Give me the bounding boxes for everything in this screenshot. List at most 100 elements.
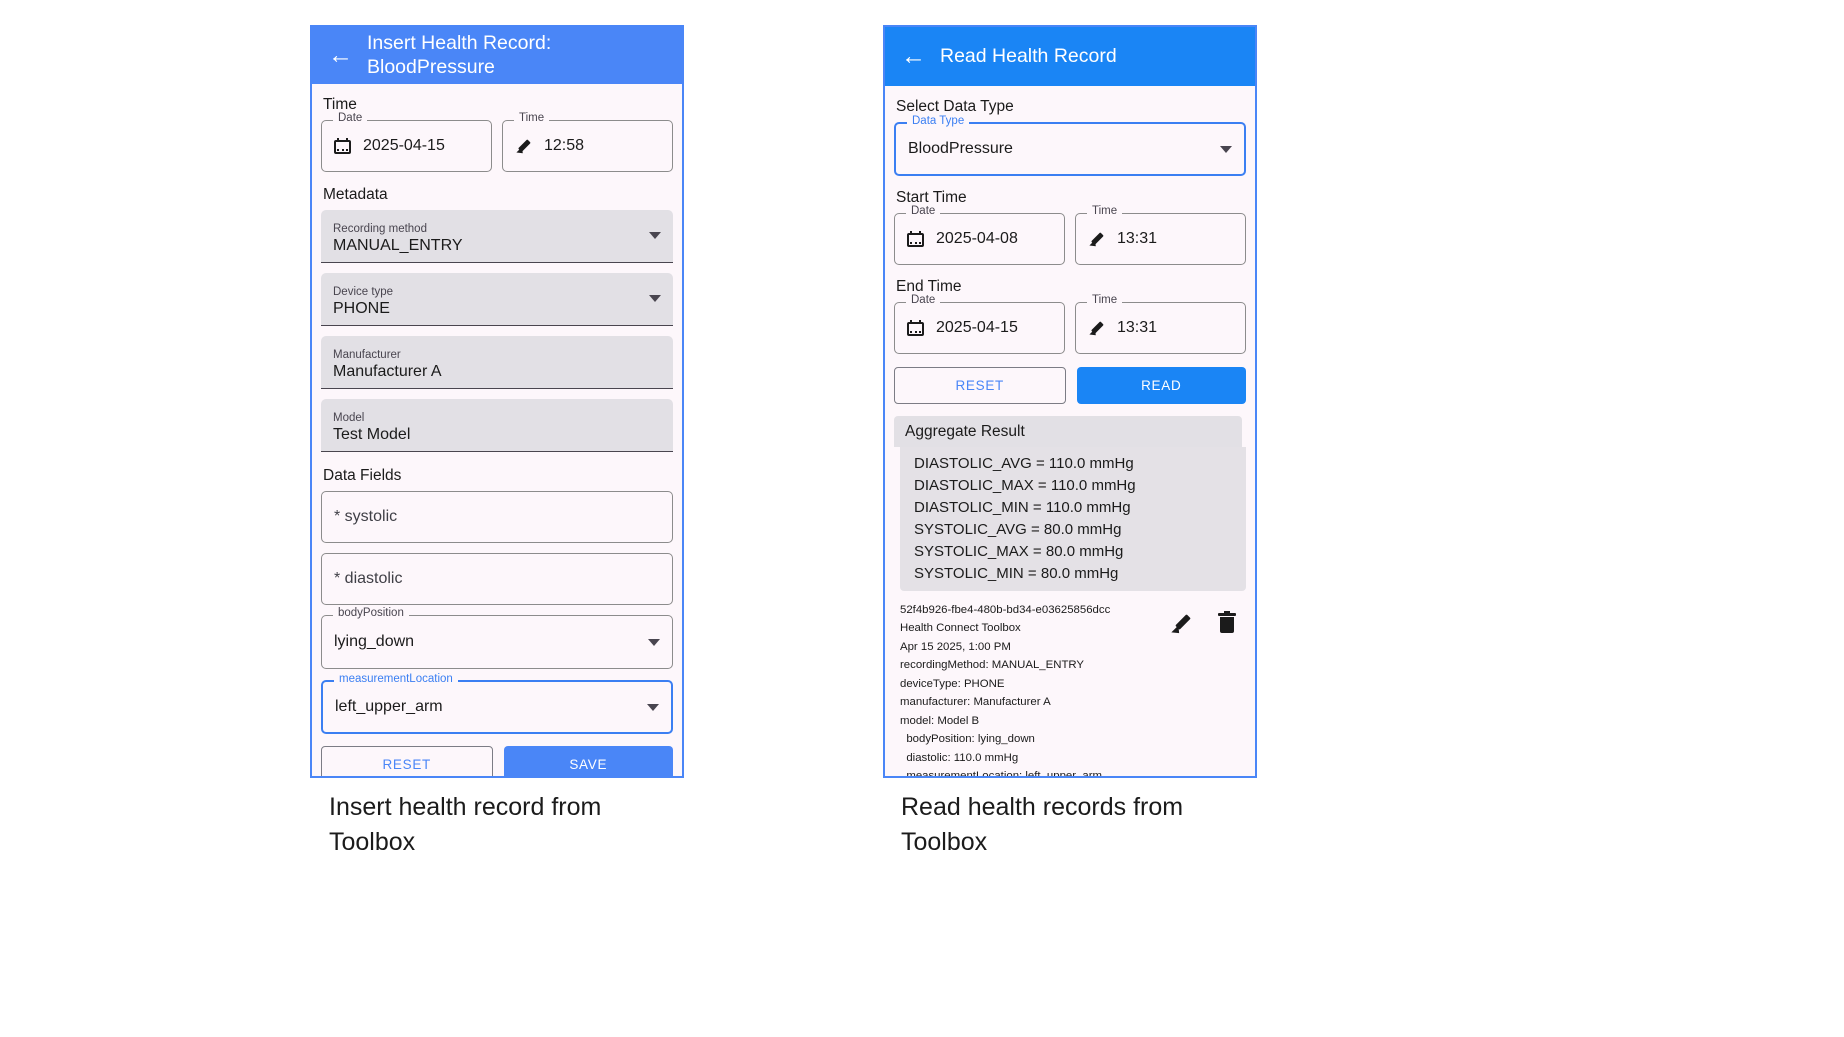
- read-caption: Read health records from Toolbox: [901, 793, 1184, 856]
- read-button[interactable]: READ: [1076, 367, 1246, 404]
- recording-method-value: MANUAL_ENTRY: [333, 237, 463, 255]
- list-item: DIASTOLIC_MAX = 110.0 mmHg: [914, 476, 1136, 494]
- data-fields-section-label: Data Fields: [323, 467, 402, 484]
- chevron-down-icon: [648, 638, 660, 646]
- manufacturer-label: Manufacturer: [333, 348, 401, 361]
- device-type-label: Device type: [333, 285, 394, 298]
- end-date-field[interactable]: Date 2025-04-15: [894, 294, 1065, 354]
- insert-time-legend: Time: [514, 112, 550, 125]
- model-label: Model: [333, 411, 365, 424]
- read-screen-title: Read Health Record: [940, 44, 1117, 67]
- list-item: DIASTOLIC_MIN = 110.0 mmHg: [914, 498, 1131, 516]
- reset-button[interactable]: RESET: [321, 746, 493, 776]
- start-time-field[interactable]: Time 13:31: [1075, 205, 1246, 265]
- chevron-down-icon: [649, 295, 661, 302]
- record-uuid: 52f4b926-fbe4-480b-bd34-e03625856dcc: [900, 604, 1111, 616]
- body-position-dropdown[interactable]: bodyPosition lying_down: [321, 607, 673, 669]
- record-app-name: Health Connect Toolbox: [900, 622, 1021, 635]
- insert-app-bar: ← Insert Health Record: BloodPressure: [312, 27, 682, 84]
- data-type-dropdown[interactable]: Data Type BloodPressure: [894, 115, 1246, 176]
- aggregate-result-panel: Aggregate Result DIASTOLIC_AVG = 110.0 m…: [894, 416, 1246, 591]
- insert-date-field[interactable]: Date 2025-04-15: [321, 112, 492, 172]
- time-section-label: Time: [323, 96, 357, 113]
- reset-button[interactable]: RESET: [894, 367, 1066, 404]
- model-field[interactable]: Model Test Model: [321, 399, 673, 452]
- aggregate-result-list: DIASTOLIC_AVG = 110.0 mmHg DIASTOLIC_MAX…: [900, 447, 1246, 591]
- start-time-row: Date 2025-04-08 Time 13:31: [894, 205, 1246, 265]
- read-screen-body: Select Data Type Data Type BloodPressure…: [885, 86, 1255, 778]
- data-type-legend: Data Type: [907, 115, 970, 128]
- record-diastolic: diastolic: 110.0 mmHg: [900, 751, 1019, 764]
- metadata-section-label: Metadata: [323, 186, 388, 203]
- record-recording-method: recordingMethod: MANUAL_ENTRY: [900, 659, 1085, 672]
- start-date-legend: Date: [906, 205, 941, 218]
- select-data-type-label: Select Data Type: [896, 98, 1014, 115]
- record-model: model: Model B: [900, 714, 980, 727]
- insert-health-record-screen: ← Insert Health Record: BloodPressure Ti…: [310, 25, 684, 778]
- insert-time-value: 12:58: [544, 137, 585, 154]
- manufacturer-field[interactable]: Manufacturer Manufacturer A: [321, 336, 673, 389]
- insert-date-value: 2025-04-15: [363, 137, 445, 154]
- insert-time-field[interactable]: Time 12:58: [502, 112, 673, 172]
- measurement-location-legend: measurementLocation: [334, 673, 458, 686]
- start-time-label: Start Time: [896, 189, 967, 206]
- record-action-buttons: [1171, 601, 1242, 776]
- chevron-down-icon: [1220, 145, 1232, 153]
- record-detail-row: 52f4b926-fbe4-480b-bd34-e03625856dcc Hea…: [894, 591, 1246, 778]
- trash-icon[interactable]: [1218, 611, 1236, 634]
- end-time-field[interactable]: Time 13:31: [1075, 294, 1246, 354]
- insert-date-legend: Date: [333, 112, 368, 125]
- diastolic-input[interactable]: * diastolic: [321, 553, 673, 605]
- insert-caption: Insert health record from Toolbox: [329, 793, 602, 856]
- recording-method-field[interactable]: Recording method MANUAL_ENTRY: [321, 210, 673, 263]
- list-item: SYSTOLIC_MIN = 80.0 mmHg: [914, 564, 1119, 582]
- record-timestamp: Apr 15 2025, 1:00 PM: [900, 640, 1011, 653]
- start-date-value: 2025-04-08: [936, 230, 1018, 247]
- pencil-icon: [1088, 320, 1105, 339]
- record-body-position: bodyPosition: lying_down: [900, 733, 1035, 746]
- list-item: DIASTOLIC_AVG = 110.0 mmHg: [914, 454, 1134, 472]
- record-detail-text: 52f4b926-fbe4-480b-bd34-e03625856dcc Hea…: [900, 601, 1163, 778]
- pencil-icon: [515, 138, 532, 157]
- chevron-down-icon: [647, 703, 659, 711]
- read-button-row: RESET READ: [894, 367, 1246, 404]
- diastolic-placeholder: * diastolic: [334, 570, 403, 587]
- systolic-input[interactable]: * systolic: [321, 491, 673, 543]
- recording-method-label: Recording method: [333, 222, 427, 235]
- aggregate-result-title: Aggregate Result: [894, 416, 1242, 447]
- insert-screen-title: Insert Health Record: BloodPressure: [367, 32, 552, 78]
- pencil-icon: [1088, 231, 1105, 250]
- measurement-location-value: left_upper_arm: [335, 698, 443, 715]
- read-app-bar: ← Read Health Record: [885, 27, 1255, 86]
- read-health-record-screen: ← Read Health Record Select Data Type Da…: [883, 25, 1257, 778]
- device-type-field[interactable]: Device type PHONE: [321, 273, 673, 326]
- device-type-value: PHONE: [333, 300, 390, 318]
- start-date-field[interactable]: Date 2025-04-08: [894, 205, 1065, 265]
- edit-pencil-icon[interactable]: [1171, 613, 1192, 637]
- record-measurement-location: measurementLocation: left_upper_arm: [900, 770, 1102, 778]
- data-type-value: BloodPressure: [908, 140, 1013, 157]
- body-position-value: lying_down: [334, 633, 415, 650]
- end-date-legend: Date: [906, 294, 941, 307]
- end-time-legend: Time: [1087, 294, 1123, 307]
- end-time-value: 13:31: [1117, 319, 1158, 336]
- model-value: Test Model: [333, 426, 411, 444]
- back-arrow-icon[interactable]: ←: [901, 42, 926, 70]
- measurement-location-dropdown[interactable]: measurementLocation left_upper_arm: [321, 673, 673, 734]
- insert-screen-body: Time Date 2025-04-15 Time 12:58: [312, 84, 682, 776]
- calendar-icon: [907, 231, 924, 247]
- list-item: SYSTOLIC_MAX = 80.0 mmHg: [914, 542, 1124, 560]
- calendar-icon: [907, 320, 924, 336]
- systolic-placeholder: * systolic: [334, 508, 398, 525]
- insert-time-row: Date 2025-04-15 Time 12:58: [321, 112, 673, 172]
- save-button[interactable]: SAVE: [503, 746, 673, 776]
- end-date-value: 2025-04-15: [936, 319, 1018, 336]
- start-time-value: 13:31: [1117, 230, 1158, 247]
- end-time-label: End Time: [896, 278, 962, 295]
- manufacturer-value: Manufacturer A: [333, 363, 442, 381]
- body-position-legend: bodyPosition: [333, 607, 409, 620]
- end-time-row: Date 2025-04-15 Time 13:31: [894, 294, 1246, 354]
- back-arrow-icon[interactable]: ←: [328, 41, 353, 69]
- chevron-down-icon: [649, 232, 661, 239]
- start-time-legend: Time: [1087, 205, 1123, 218]
